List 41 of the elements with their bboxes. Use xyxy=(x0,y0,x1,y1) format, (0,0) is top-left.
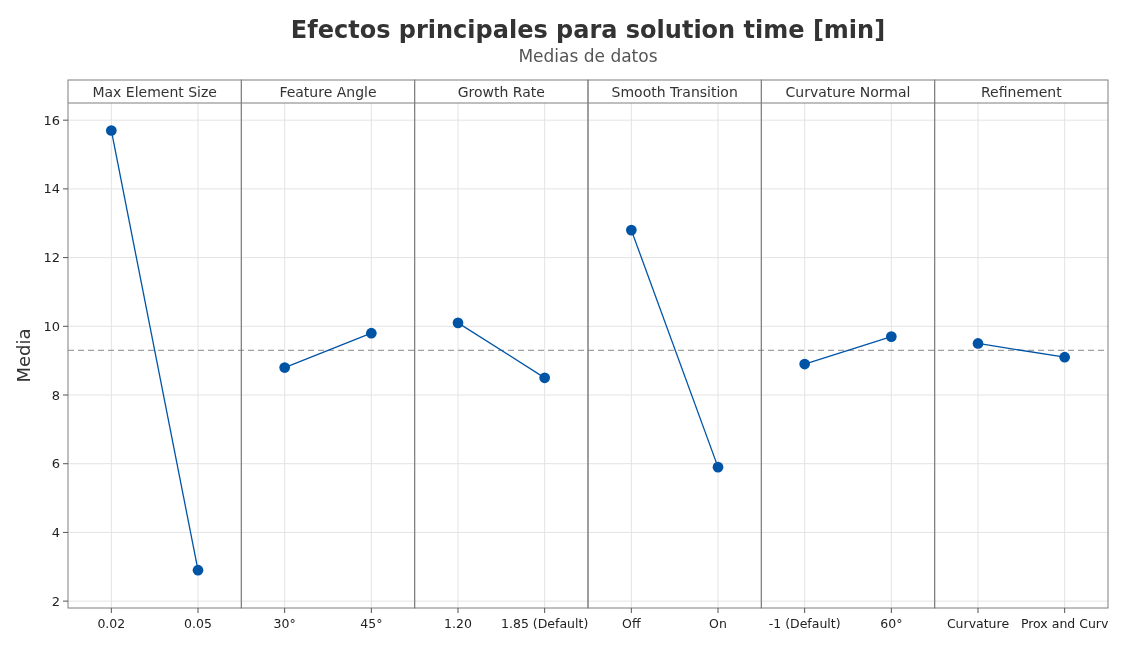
x-tick-label: 1.20 xyxy=(444,616,472,631)
x-tick-label: On xyxy=(709,616,727,631)
point xyxy=(192,564,204,576)
point xyxy=(452,317,464,329)
point xyxy=(1059,351,1071,363)
text: Growth Rate xyxy=(457,84,545,100)
point xyxy=(279,362,291,373)
y-axis-title: Media xyxy=(13,328,34,383)
x-tick-label: 45° xyxy=(360,616,383,631)
x-tick-label: 0.02 xyxy=(97,616,126,631)
x-tick-label: 1.85 (Default) xyxy=(501,616,589,631)
x-tick-label: Curvature xyxy=(946,616,1010,631)
point xyxy=(365,327,377,339)
point xyxy=(712,461,724,473)
y-tick-label: 10 xyxy=(43,318,60,334)
y-tick-label: 2 xyxy=(51,593,60,609)
point xyxy=(105,125,117,136)
text: Smooth Transition xyxy=(611,84,738,100)
x-tick-label: -1 (Default) xyxy=(768,616,841,631)
x-tick-label: Off xyxy=(622,616,641,631)
text: Feature Angle xyxy=(279,84,377,100)
y-tick-label: 8 xyxy=(51,387,60,403)
point xyxy=(972,338,984,349)
text: Curvature Normal xyxy=(785,84,911,100)
y-tick-label: 12 xyxy=(43,250,60,266)
y-tick-label: 4 xyxy=(51,524,60,540)
point xyxy=(539,372,551,384)
text: Refinement xyxy=(981,84,1063,100)
x-tick-label: 30° xyxy=(273,616,296,631)
y-tick-label: 14 xyxy=(43,181,60,197)
chart-subtitle: Medias de datos xyxy=(518,46,658,66)
point xyxy=(799,358,811,370)
point xyxy=(625,224,637,236)
y-tick-label: 6 xyxy=(51,456,60,472)
x-tick-label: 0.05 xyxy=(184,616,212,631)
x-tick-label: 60° xyxy=(880,616,903,631)
chart-title: Efectos principales para solution time [min] xyxy=(290,16,886,44)
x-tick-label: Prox and Curv xyxy=(1020,616,1110,631)
y-tick-label: 16 xyxy=(43,112,60,128)
point xyxy=(885,331,897,342)
text: Max Element Size xyxy=(92,84,217,100)
